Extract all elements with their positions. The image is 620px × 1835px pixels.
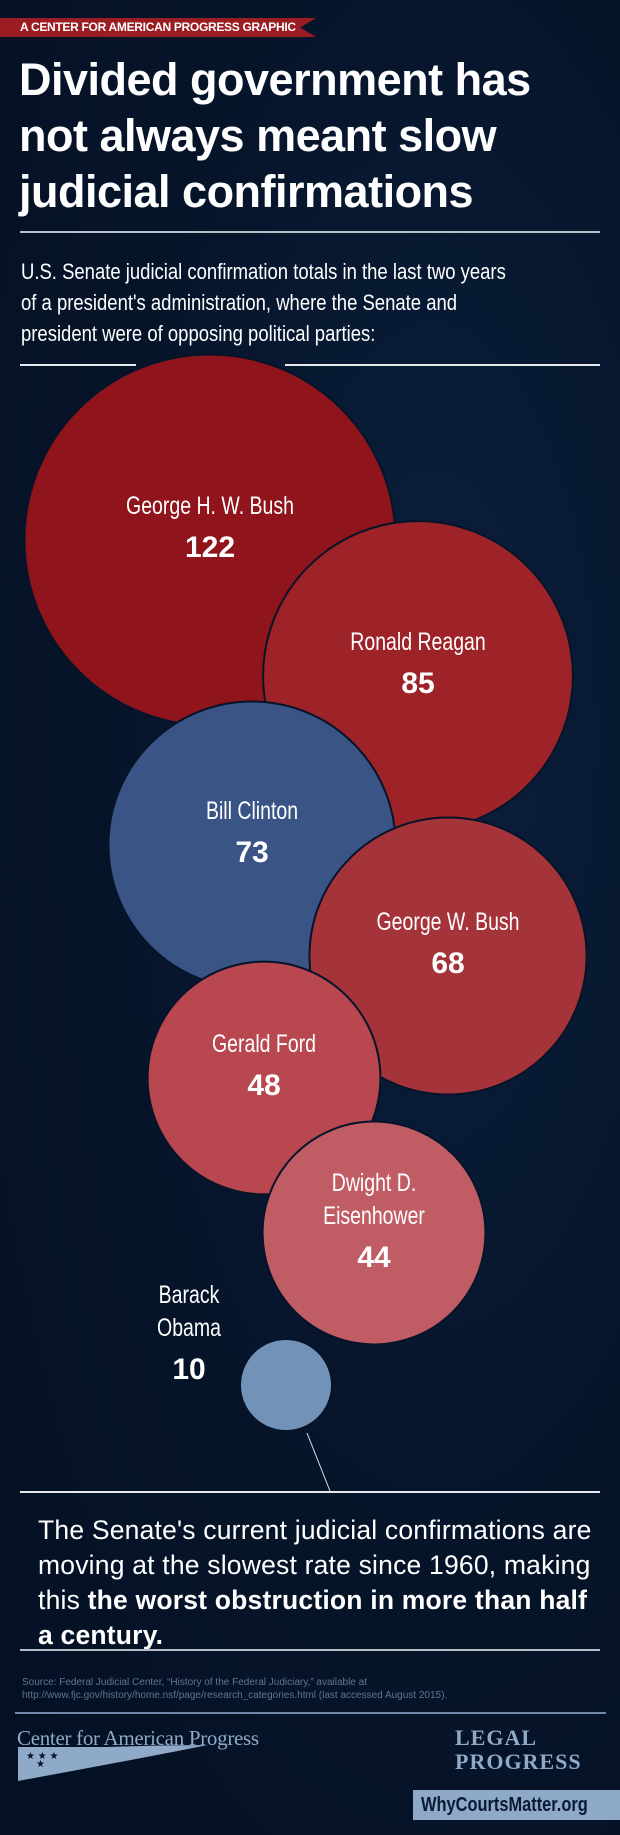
divider bbox=[15, 1712, 606, 1714]
bubble-label: Eisenhower bbox=[323, 1202, 425, 1230]
bubble-label: George W. Bush bbox=[377, 908, 520, 936]
title-line: Divided government has bbox=[19, 54, 531, 105]
banner-text: A CENTER FOR AMERICAN PROGRESS GRAPHIC bbox=[20, 20, 296, 34]
source-banner: A CENTER FOR AMERICAN PROGRESS GRAPHIC bbox=[0, 18, 316, 37]
svg-text:★: ★ bbox=[36, 1759, 45, 1770]
bubble-barack-obama bbox=[239, 1338, 333, 1432]
divider bbox=[20, 1491, 600, 1493]
subtitle-line: president were of opposing political par… bbox=[21, 321, 376, 346]
bubble-label: Gerald Ford bbox=[212, 1030, 316, 1058]
title-line: not always meant slow bbox=[19, 110, 497, 161]
subtitle-line: U.S. Senate judicial confirmation totals… bbox=[21, 259, 506, 284]
pointer-line bbox=[306, 1432, 331, 1492]
flag-icon: ★ ★ ★ ★ bbox=[18, 1745, 208, 1781]
quote-text: The Senate's current judicial confirmati… bbox=[38, 1515, 592, 1615]
page-title: Divided government has not always meant … bbox=[19, 52, 609, 220]
site-text: WhyCourtsMatter.org bbox=[421, 1794, 588, 1816]
bubble-dwight-d-eisenhower bbox=[261, 1120, 487, 1346]
bubble-value: 85 bbox=[401, 667, 434, 700]
quote-emphasis: the worst obstruction in more than half … bbox=[38, 1585, 588, 1650]
title-line: judicial confirmations bbox=[19, 166, 474, 217]
bubble-value: 48 bbox=[247, 1069, 280, 1102]
subtitle: U.S. Senate judicial confirmation totals… bbox=[21, 256, 592, 349]
bubble-label: George H. W. Bush bbox=[126, 492, 294, 520]
divider bbox=[20, 231, 600, 233]
bubble-george-w-bush bbox=[308, 816, 588, 1096]
legal-progress-logo: LEGAL PROGRESS bbox=[455, 1726, 582, 1774]
bubble-value: 73 bbox=[235, 836, 268, 869]
source-note: Source: Federal Judicial Center, “Histor… bbox=[22, 1677, 448, 1701]
divider bbox=[20, 364, 136, 366]
svg-text:★ ★ ★: ★ ★ ★ bbox=[26, 1751, 58, 1762]
bubble-value: 122 bbox=[185, 531, 235, 564]
bubble-value: 10 bbox=[172, 1353, 205, 1386]
site-link[interactable]: WhyCourtsMatter.org bbox=[413, 1790, 620, 1820]
bubble-label: Bill Clinton bbox=[206, 797, 298, 825]
logo-line: PROGRESS bbox=[455, 1749, 582, 1774]
callout-quote: The Senate's current judicial confirmati… bbox=[38, 1513, 598, 1653]
logo-line: LEGAL bbox=[455, 1725, 538, 1750]
bubble-value: 44 bbox=[357, 1241, 391, 1274]
cap-logo: Center for American Progress bbox=[17, 1726, 259, 1750]
subtitle-line: of a president's administration, where t… bbox=[21, 290, 458, 315]
bubble-label: Ronald Reagan bbox=[350, 628, 485, 656]
bubble-label: Dwight D. bbox=[332, 1169, 416, 1197]
divider bbox=[20, 1649, 600, 1651]
divider bbox=[285, 364, 600, 366]
bubble-label: Obama bbox=[157, 1314, 221, 1342]
bubble-label: Barack bbox=[159, 1281, 220, 1309]
bubble-value: 68 bbox=[431, 947, 464, 980]
